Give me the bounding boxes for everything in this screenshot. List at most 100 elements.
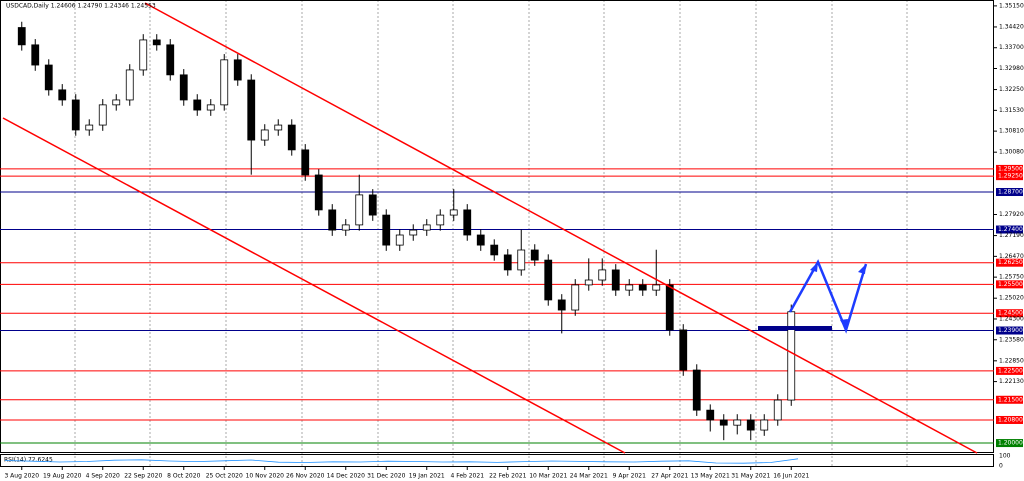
level-label: 1.26250 <box>998 259 1023 266</box>
level-tag <box>996 172 1023 181</box>
rsi-tick-label: 0 <box>999 463 1003 470</box>
level-label: 1.24500 <box>998 310 1023 317</box>
candle-body <box>355 194 364 226</box>
candle-body <box>98 104 107 126</box>
rsi-tick-label: 100 <box>999 453 1011 460</box>
level-label: 1.29250 <box>998 173 1023 180</box>
candle-body <box>301 149 310 176</box>
projection-path <box>788 259 868 334</box>
level-label: 1.29500 <box>998 165 1023 172</box>
y-tick-label: 1.32980 <box>999 65 1024 72</box>
candle-body <box>395 234 404 246</box>
candle-body <box>733 419 742 426</box>
level-tag <box>996 225 1023 234</box>
y-tick-label: 1.27190 <box>999 232 1024 239</box>
x-tick-label: 10 Nov 2020 <box>246 473 285 480</box>
level-tag <box>996 258 1023 267</box>
x-tick-label: 14 Dec 2020 <box>327 473 366 480</box>
y-tick-label: 1.25750 <box>999 274 1024 281</box>
rsi-frame <box>0 454 994 467</box>
level-tag <box>996 188 1023 197</box>
candle-body <box>638 284 647 291</box>
candle-body <box>125 69 134 101</box>
y-tick-label: 1.22130 <box>999 378 1024 385</box>
candle-body <box>598 269 607 281</box>
y-tick-label: 1.30810 <box>999 128 1024 135</box>
candle-body <box>490 244 499 256</box>
candle-body <box>503 254 512 271</box>
candle-body <box>773 399 782 421</box>
level-tag <box>996 439 1023 448</box>
candle-body <box>139 39 148 71</box>
y-tick-label: 1.23580 <box>999 336 1024 343</box>
candle-body <box>706 409 715 421</box>
candle-body <box>382 214 391 246</box>
x-tick-label: 13 May 2021 <box>691 473 730 480</box>
candle-body <box>692 369 701 411</box>
x-tick-label: 3 Aug 2020 <box>4 473 39 480</box>
arrow-head <box>840 319 848 330</box>
candle-body <box>152 39 161 46</box>
candle-body <box>206 104 215 111</box>
candle-body <box>31 44 40 66</box>
x-tick-label: 8 Oct 2020 <box>167 473 200 480</box>
candle-body <box>544 259 553 301</box>
arrow-head <box>810 262 818 272</box>
y-tick-label: 1.24300 <box>999 315 1024 322</box>
candle-body <box>58 89 67 101</box>
x-tick-label: 27 Apr 2021 <box>651 473 688 480</box>
candle-body <box>463 209 472 236</box>
y-tick-label: 1.33700 <box>999 44 1024 51</box>
y-tick-label: 1.22850 <box>999 357 1024 364</box>
level-tag <box>996 164 1023 173</box>
arrow-head <box>858 264 866 274</box>
level-label: 1.21500 <box>998 396 1023 403</box>
candle-body <box>179 74 188 101</box>
candle-body <box>652 284 661 291</box>
x-tick-label: 4 Feb 2021 <box>450 473 484 480</box>
level-label: 1.23900 <box>998 327 1023 334</box>
level-tag <box>996 280 1023 289</box>
level-label: 1.28700 <box>998 189 1023 196</box>
candles <box>17 21 796 441</box>
x-tick-label: 24 Mar 2021 <box>570 473 608 480</box>
candle-body <box>557 299 566 311</box>
candle-body <box>409 229 418 236</box>
x-tick-label: 9 Apr 2021 <box>613 473 646 480</box>
x-tick-label: 25 Oct 2020 <box>206 473 243 480</box>
candle-body <box>787 311 796 401</box>
y-tick-label: 1.27920 <box>999 211 1024 218</box>
rsi-label: RSI(14) 72.6245 <box>4 457 53 464</box>
x-tick-label: 22 Feb 2021 <box>489 473 527 480</box>
x-tick-label: 16 Jun 2021 <box>773 473 809 480</box>
x-tick-label: 22 Sep 2020 <box>124 473 162 480</box>
level-tag <box>996 309 1023 318</box>
y-tick-label: 1.32250 <box>999 86 1024 93</box>
candle-body <box>44 64 53 91</box>
candle-body <box>436 214 445 226</box>
level-tag <box>996 366 1023 375</box>
level-label: 1.22500 <box>998 367 1023 374</box>
x-tick-label: 19 Aug 2020 <box>43 473 82 480</box>
lower-trendline <box>2 117 626 454</box>
candle-body <box>314 174 323 211</box>
candle-body <box>166 44 175 76</box>
y-tick-label: 1.25020 <box>999 295 1024 302</box>
y-tick-label: 1.26470 <box>999 253 1024 260</box>
x-tick-label: 31 May 2021 <box>731 473 770 480</box>
candle-body <box>71 99 80 131</box>
candle-body <box>233 59 242 81</box>
x-tick-label: 19 Jan 2021 <box>409 473 445 480</box>
candle-body <box>341 224 350 231</box>
level-label: 1.25500 <box>998 281 1023 288</box>
candle-body <box>287 124 296 151</box>
candle-body <box>746 419 755 431</box>
rsi-line <box>4 458 799 464</box>
y-tick-label: 1.34420 <box>999 23 1024 30</box>
x-tick-label: 4 Sep 2020 <box>86 473 120 480</box>
level-label: 1.27400 <box>998 226 1023 233</box>
candle-body <box>247 79 256 141</box>
